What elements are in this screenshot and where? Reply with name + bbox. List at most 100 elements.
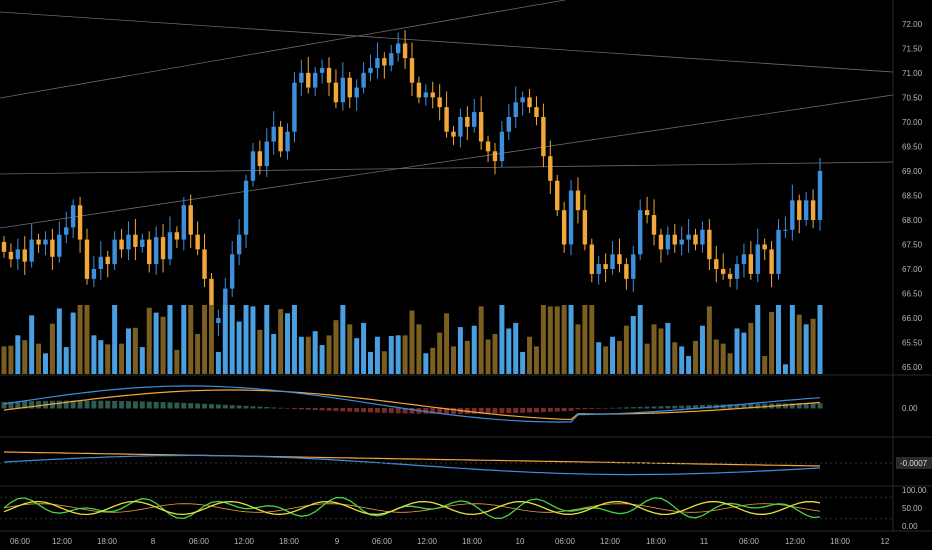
candle-body[interactable] — [575, 190, 581, 211]
candle-body[interactable] — [243, 180, 249, 235]
candle-body[interactable] — [672, 234, 677, 245]
candle-body[interactable] — [658, 234, 664, 250]
candle-body[interactable] — [534, 107, 539, 117]
candle-body[interactable] — [402, 43, 408, 59]
candle-body[interactable] — [810, 200, 816, 220]
candle-body[interactable] — [610, 254, 615, 270]
candle-body[interactable] — [1, 242, 7, 252]
candle-body[interactable] — [582, 210, 588, 245]
candle-body[interactable] — [126, 234, 131, 250]
candle-body[interactable] — [195, 234, 200, 250]
candle-body[interactable] — [306, 72, 311, 88]
candle-body[interactable] — [686, 234, 691, 240]
candle-body[interactable] — [250, 151, 256, 181]
candle-body[interactable] — [548, 156, 553, 181]
candle-body[interactable] — [84, 239, 90, 279]
candle-body[interactable] — [98, 256, 104, 270]
candle-body[interactable] — [264, 141, 269, 167]
candle-body[interactable] — [133, 234, 138, 247]
candle-body[interactable] — [278, 126, 283, 152]
candle-body[interactable] — [340, 77, 346, 103]
candle-body[interactable] — [437, 97, 442, 108]
candle-body[interactable] — [665, 234, 671, 250]
candle-body[interactable] — [202, 249, 207, 279]
candle-body[interactable] — [638, 210, 643, 255]
candle-body[interactable] — [188, 205, 193, 235]
candle-body[interactable] — [769, 249, 774, 274]
candle-body[interactable] — [589, 244, 594, 274]
trend-line[interactable] — [0, 161, 894, 175]
candle-body[interactable] — [299, 72, 304, 83]
candle-body[interactable] — [714, 259, 719, 270]
candle-body[interactable] — [492, 151, 498, 162]
candle-body[interactable] — [720, 269, 726, 274]
candle-body[interactable] — [700, 229, 705, 245]
candle-body[interactable] — [465, 116, 470, 127]
trend-line[interactable] — [0, 11, 894, 73]
candle-body[interactable] — [444, 107, 449, 132]
candle-body[interactable] — [430, 92, 435, 98]
candle-body[interactable] — [561, 210, 567, 245]
candle-body[interactable] — [520, 97, 525, 103]
candle-body[interactable] — [727, 273, 733, 279]
candle-body[interactable] — [50, 239, 55, 257]
candle-body[interactable] — [285, 131, 290, 152]
candle-body[interactable] — [741, 254, 747, 265]
candle-body[interactable] — [119, 239, 124, 250]
candle-body[interactable] — [485, 141, 491, 152]
candle-body[interactable] — [29, 239, 34, 262]
candle-body[interactable] — [797, 200, 802, 220]
candle-body[interactable] — [209, 278, 214, 323]
candle-body[interactable] — [15, 249, 21, 260]
candle-body[interactable] — [216, 318, 221, 323]
candle-body[interactable] — [734, 264, 740, 279]
candle-body[interactable] — [160, 237, 166, 260]
candle-body[interactable] — [762, 244, 767, 250]
candle-body[interactable] — [817, 170, 823, 220]
candle-body[interactable] — [312, 72, 318, 88]
trend-line[interactable] — [0, 94, 894, 229]
candle-body[interactable] — [472, 112, 477, 127]
candle-body[interactable] — [790, 200, 795, 230]
candle-body[interactable] — [596, 264, 601, 274]
candle-body[interactable] — [755, 244, 760, 274]
candle-body[interactable] — [617, 254, 622, 265]
candle-body[interactable] — [568, 190, 574, 245]
candle-body[interactable] — [451, 131, 456, 137]
candle-body[interactable] — [368, 67, 373, 73]
candle-body[interactable] — [513, 102, 518, 117]
candle-body[interactable] — [36, 239, 41, 245]
candle-body[interactable] — [347, 77, 352, 98]
candle-body[interactable] — [333, 82, 339, 103]
candle-body[interactable] — [416, 82, 422, 98]
candle-body[interactable] — [292, 82, 297, 132]
candle-body[interactable] — [458, 116, 463, 137]
candle-body[interactable] — [409, 58, 415, 83]
candle-body[interactable] — [147, 239, 152, 265]
candle-body[interactable] — [271, 126, 276, 142]
candle-body[interactable] — [112, 239, 117, 265]
candle-body[interactable] — [236, 234, 242, 255]
candle-body[interactable] — [257, 151, 263, 167]
candle-body[interactable] — [624, 264, 629, 279]
candle-body[interactable] — [499, 131, 505, 162]
candle-body[interactable] — [230, 254, 235, 289]
candle-body[interactable] — [651, 215, 657, 235]
candle-body[interactable] — [803, 200, 809, 220]
candle-body[interactable] — [603, 264, 608, 270]
candle-body[interactable] — [326, 67, 332, 83]
candle-body[interactable] — [77, 205, 83, 240]
candle-body[interactable] — [389, 53, 394, 66]
candle-body[interactable] — [140, 239, 145, 247]
candle-body[interactable] — [223, 288, 228, 319]
candle-body[interactable] — [555, 180, 560, 211]
candle-body[interactable] — [527, 97, 532, 108]
candle-body[interactable] — [361, 72, 366, 88]
candle-body[interactable] — [375, 58, 380, 68]
candle-body[interactable] — [382, 58, 387, 66]
candle-body[interactable] — [105, 256, 110, 265]
candle-body[interactable] — [478, 112, 484, 142]
candle-body[interactable] — [57, 234, 62, 257]
candle-body[interactable] — [776, 229, 781, 274]
candle-body[interactable] — [91, 269, 97, 279]
